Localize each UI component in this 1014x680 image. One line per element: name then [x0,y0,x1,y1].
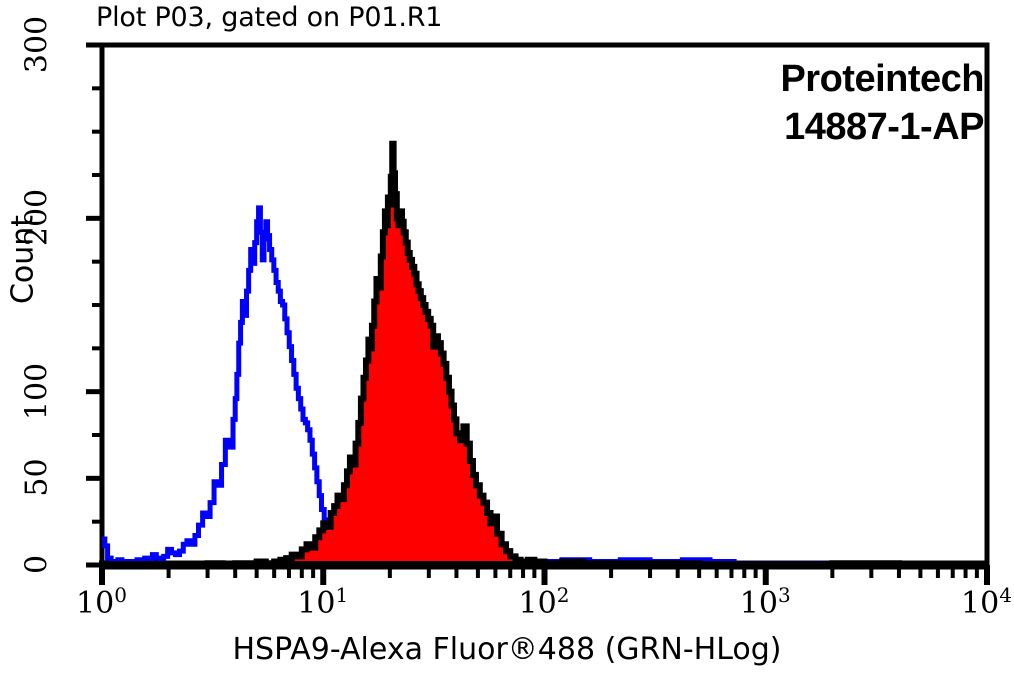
y-tick-label: 300 [19,15,55,74]
x-tick-label: 100 [76,583,127,621]
brand-name: Proteintech [780,58,984,100]
brand-annotation: Proteintech 14887-1-AP [780,56,984,151]
y-tick-label: 50 [19,458,55,497]
x-tick-label: 103 [739,583,791,621]
series-HSPA9-stained [102,140,987,568]
series-control-unstained [102,205,987,568]
y-tick-label: 100 [19,362,55,420]
y-tick-label: 200 [19,189,55,247]
x-tick-label: 104 [961,583,1012,621]
data-series-group [102,140,987,569]
x-tick-label: 101 [297,583,349,621]
y-tick-label: 0 [19,554,55,575]
plot-title: Plot P03, gated on P01.R1 [96,2,443,33]
x-axis-label: HSPA9-Alexa Fluor®488 (GRN-HLog) [232,632,782,667]
x-tick-label: 102 [518,583,570,621]
brand-catalog-number: 14887-1-AP [784,105,984,148]
